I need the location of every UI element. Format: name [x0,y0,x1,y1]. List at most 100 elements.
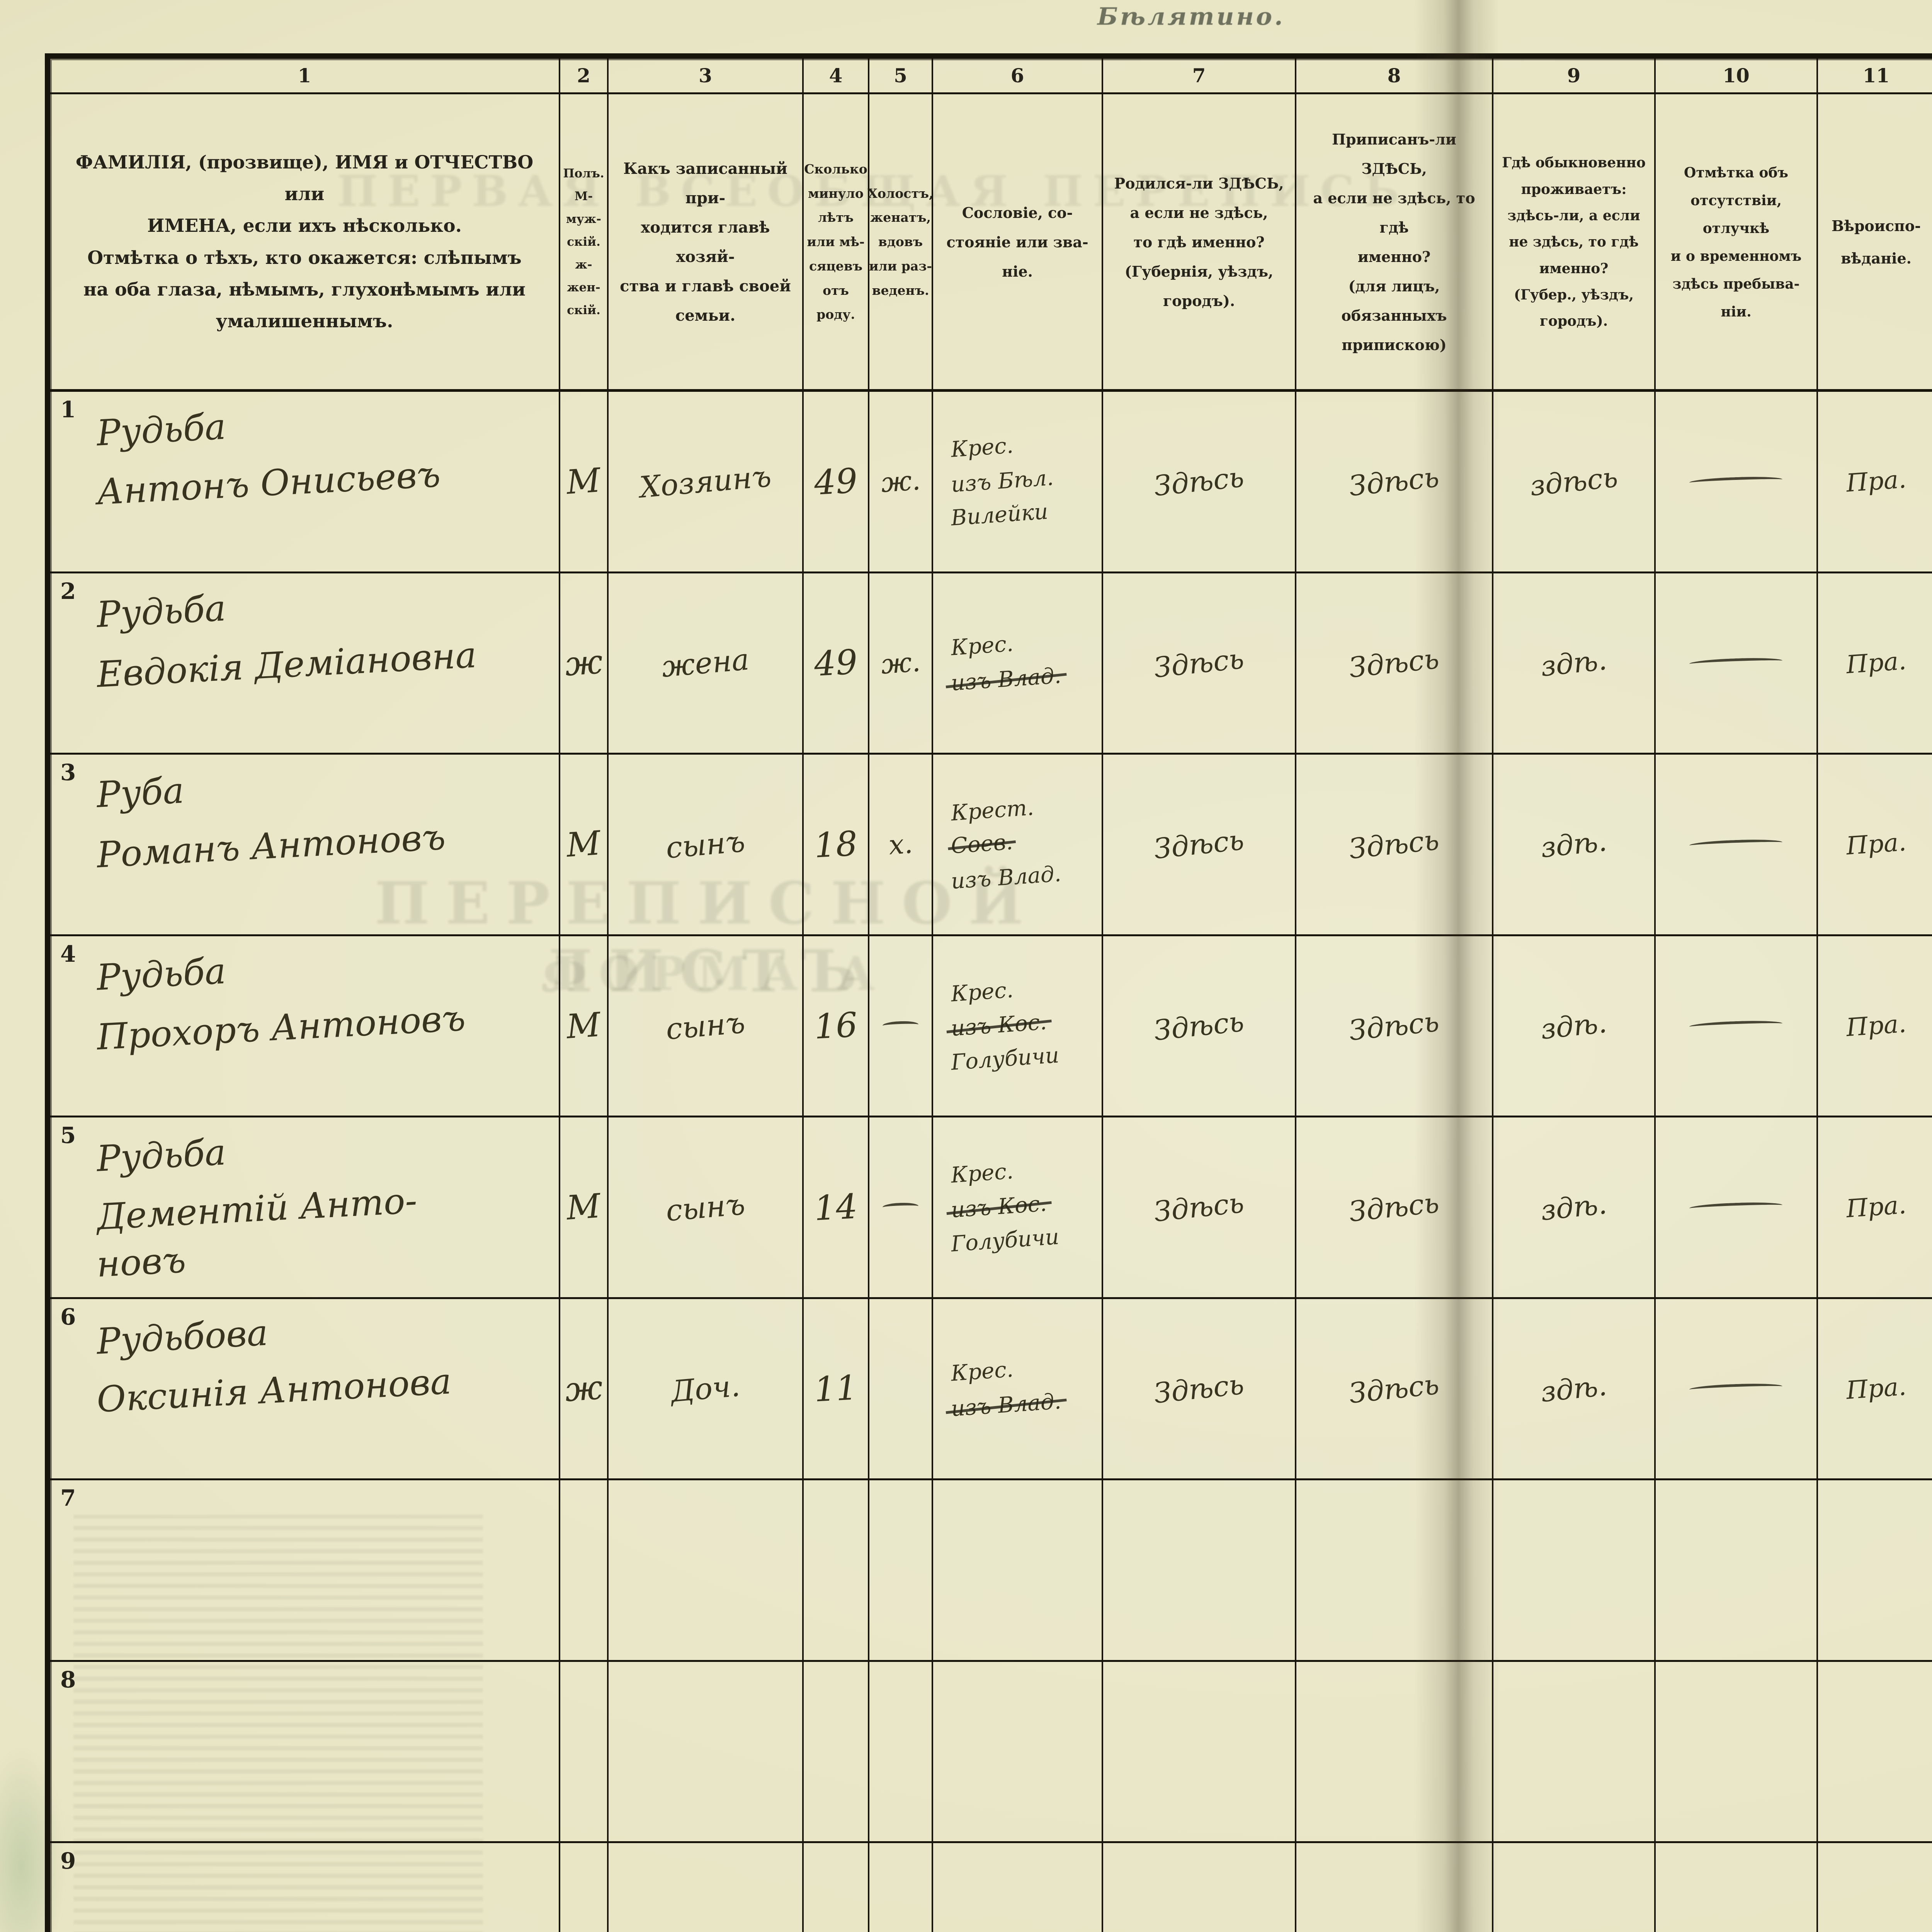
colnum-7: 7 [1103,59,1296,92]
handwritten-estate-line: изъ Кос. [950,1187,1048,1227]
cell-resides [1493,1480,1656,1660]
colnum-5: 5 [869,59,933,92]
handwritten-name-line: Романъ Антоновъ [95,816,447,876]
cell-marital [869,1662,933,1841]
handwritten-estate-line: Вилейки [950,498,1049,531]
handwritten-value: М [565,461,602,502]
handwritten-value: 49 [813,642,859,684]
handwritten-dash [882,1020,919,1031]
cell-resides: здѣ. [1493,1117,1656,1297]
cell-religion: Пра. [1818,392,1932,571]
cell-estate: Крес. изъ Влад. [933,1299,1103,1478]
cell-resides: здѣсь [1493,392,1656,571]
table-row: 912 [50,1843,1932,1932]
cell-sex: М [560,936,609,1116]
row-number: 1 [60,396,76,423]
cell-religion: Пра. [1818,1117,1932,1297]
header-age: Сколько минуло лѣтъ или мѣ- сяцевъ отъ р… [804,94,869,390]
handwritten-value: 18 [813,823,859,866]
column-numbers-row: 1 2 3 4 5 6 7 8 9 10 11 12 13 14 [50,59,1932,94]
cell-resides: здѣ. [1493,755,1656,934]
handwritten-value: Пра. [1845,828,1907,861]
handwritten-name-line: Рудьба [95,406,227,454]
handwritten-value: здѣсь [1528,461,1619,502]
header-relation: Какъ записанный при- ходится главѣ хозяй… [609,94,804,390]
cell-marital: ж. [869,392,933,571]
row-number: 2 [60,578,76,604]
colnum-4: 4 [804,59,869,92]
colnum-8: 8 [1296,59,1493,92]
handwritten-value: М [565,1187,602,1228]
cell-age: 49 [804,573,869,753]
table-row: 6 Рудьбова Оксинія Антонова ж Доч. 11 Крес. изъ… [50,1299,1932,1480]
colnum-2: 2 [560,59,609,92]
row-number: 7 [60,1485,76,1511]
cell-registered [1296,1480,1493,1660]
handwritten-value: Здѣсь [1347,642,1441,684]
cell-age: 16 [804,936,869,1116]
cell-age [804,1843,869,1932]
handwritten-estate-line: изъ Влад. [950,659,1062,700]
cell-relation: Хозяинъ [609,392,804,571]
table-row: 2 Рудьба Евдокія Деміановна ж жена 49 ж. Крес. и… [50,573,1932,755]
handwritten-name-line: Рудьба [95,1131,227,1180]
cell-name: 8 [50,1662,560,1841]
cell-absence [1656,1299,1818,1478]
row-number: 8 [60,1666,76,1693]
cell-relation: сынъ [609,755,804,934]
handwritten-name-line: Прохоръ Антоновъ [95,997,467,1058]
handwritten-value: 11 [813,1367,859,1410]
header-cells-row: ФАМИЛІЯ, (прозвище), ИМЯ и ОТЧЕСТВО или … [50,94,1932,390]
cell-marital: ж. [869,573,933,753]
cell-age: 11 [804,1299,869,1478]
cell-age: 18 [804,755,869,934]
cell-age [804,1662,869,1841]
colnum-1: 1 [50,59,560,92]
header-absence: Отмѣтка объ отсутствіи, отлучкѣ и о врем… [1656,94,1818,390]
cell-absence [1656,392,1818,571]
handwritten-value: сынъ [664,823,747,865]
handwritten-estate-line: Голубичи [950,1043,1060,1075]
colnum-9: 9 [1493,59,1656,92]
handwritten-value: ж. [879,646,922,680]
cell-absence [1656,1662,1818,1841]
header-religion: Вѣроиспо- вѣданіе. [1818,94,1932,390]
handwritten-estate-line: Соев. [950,825,1014,863]
cell-relation: сынъ [609,1117,804,1297]
cell-name: 3 Руба Романъ Антоновъ [50,755,560,934]
header-marital: Холостъ, женатъ, вдовъ или раз- веденъ. [867,94,934,390]
cell-sex: ж [560,1299,609,1478]
handwritten-value: Пра. [1845,1190,1907,1224]
handwritten-value: Пра. [1845,1372,1907,1405]
cell-marital [869,1480,933,1660]
header-estate: Сословіе, со- стояніе или зва- ніе. [933,94,1103,390]
handwritten-estate-line: Крес. [950,631,1014,661]
cell-sex [560,1843,609,1932]
cell-religion [1818,1480,1932,1660]
handwritten-value: 14 [813,1186,859,1228]
cell-registered: Здѣсь [1296,573,1493,753]
cell-relation: жена [609,573,804,753]
cell-relation [609,1662,804,1841]
handwritten-estate-line: изъ Влад. [950,861,1062,894]
cell-sex: М [560,392,609,571]
cell-name: 4 Рудьба Прохоръ Антоновъ [50,936,560,1116]
cell-sex: ж [560,573,609,753]
handwritten-value: здѣ. [1539,1369,1609,1408]
table-row: 712 [50,1480,1932,1662]
cell-resides [1493,1662,1656,1841]
cell-name: 7 [50,1480,560,1660]
cell-religion [1818,1662,1932,1842]
handwritten-value: Здѣсь [1347,461,1441,503]
handwritten-estate-line: Крест. [950,795,1035,826]
handwritten-value: здѣ. [1539,825,1609,864]
handwritten-estate-line: Крес. [950,433,1014,463]
cell-estate: Крест. Соев. изъ Влад. [933,755,1103,934]
table-header: 1 2 3 4 5 6 7 8 9 10 11 12 13 14 ФАМИЛІЯ… [50,59,1932,392]
handwritten-value: Здѣсь [1152,1367,1246,1410]
cell-estate: Крес. изъ Кос. Голубичи [933,1117,1103,1297]
cell-age [804,1480,869,1660]
cell-relation: сынъ [609,936,804,1116]
table-row: 1 Рудьба Антонъ Онисьевъ М Хозяинъ 49 ж. Крес. и… [50,392,1932,573]
